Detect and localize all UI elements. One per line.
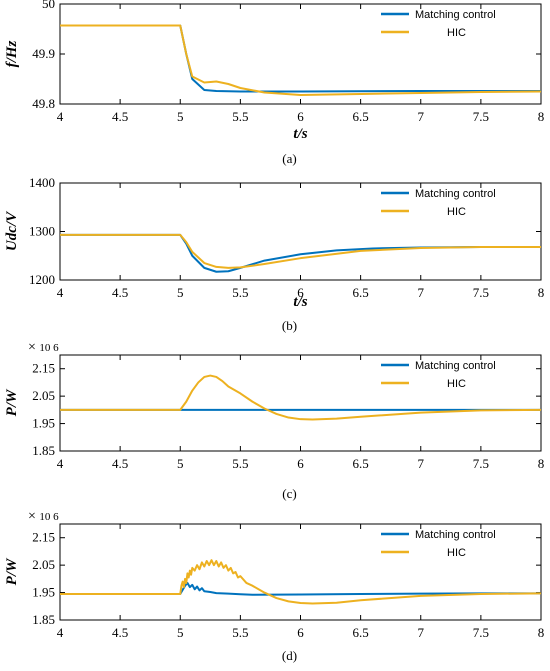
chart-panel-4: 4 4.5 5 5.5 6 6.5 7 7.5 8 1.85 1.95 2.05 2.15 P/W × 10…	[4, 509, 544, 663]
panel-caption: (c)	[282, 486, 296, 501]
x-tick-label: 4.5	[112, 109, 128, 124]
x-tick-label: 5.5	[232, 456, 248, 471]
x-tick-label: 5	[177, 456, 184, 471]
y-axis-label: f/Hz	[4, 41, 20, 68]
x-tick-label: 6	[297, 109, 304, 124]
plot-frame	[59, 182, 542, 281]
x-tick-label: 6.5	[353, 456, 369, 471]
x-tick-label: 6.5	[353, 625, 369, 640]
y-tick-label: 50	[42, 0, 55, 11]
x-tick-label: 7	[418, 625, 425, 640]
axis-multiplier: × 10 6	[28, 509, 59, 524]
y-tick-label: 1400	[29, 175, 55, 190]
y-tick-label: 1200	[29, 272, 55, 287]
y-tick-label: 2.05	[32, 557, 55, 572]
x-tick-label: 6	[297, 625, 304, 640]
series-line-hic	[60, 559, 541, 605]
series-line-hic	[60, 24, 541, 96]
y-tick-label: 1.85	[32, 443, 55, 458]
y-axis-label: Udc/V	[4, 210, 20, 251]
y-tick-label: 1.85	[32, 612, 55, 627]
x-tick-label: 8	[538, 625, 545, 640]
y-tick-label: 1300	[29, 224, 55, 239]
legend-label: HIC	[447, 378, 466, 390]
x-tick-label: 7	[418, 456, 425, 471]
x-tick-label: 6	[297, 285, 304, 300]
x-tick-label: 7	[418, 285, 425, 300]
series-line-matching-control	[60, 581, 541, 596]
x-tick-label: 8	[538, 456, 545, 471]
x-tick-label: 5	[177, 109, 184, 124]
chart-panel-1: 4 4.5 5 5.5 6 6.5 7 7.5 8 49.8 49.9 50 f/Hz t/s Matchi…	[4, 0, 544, 166]
chart-panel-3: 4 4.5 5 5.5 6 6.5 7 7.5 8 1.85 1.95 2.05 2.15 P/W × 10…	[4, 340, 544, 501]
axis-multiplier: × 10 6	[28, 340, 59, 355]
series-line-hic	[60, 233, 541, 269]
x-tick-label: 5	[177, 625, 184, 640]
x-tick-label: 5.5	[232, 285, 248, 300]
legend-label: HIC	[447, 206, 466, 218]
x-tick-label: 5.5	[232, 625, 248, 640]
x-tick-label: 8	[538, 109, 545, 124]
x-tick-label: 4.5	[112, 456, 128, 471]
y-tick-label: 49.8	[32, 96, 55, 111]
x-tick-label: 4	[57, 625, 64, 640]
plot-frame	[59, 3, 542, 105]
panel-caption: (d)	[282, 648, 297, 663]
y-tick-label: 2.15	[32, 530, 55, 545]
y-axis-label: P/W	[4, 388, 20, 416]
panel-caption: (b)	[282, 318, 297, 333]
legend-label: Matching control	[415, 188, 496, 200]
plot-frame	[59, 354, 542, 452]
x-tick-label: 4	[57, 109, 64, 124]
x-tick-label: 8	[538, 285, 545, 300]
legend-label: HIC	[447, 547, 466, 559]
x-tick-label: 4.5	[112, 625, 128, 640]
panel-caption: (a)	[282, 151, 296, 166]
x-tick-label: 6.5	[353, 109, 369, 124]
x-axis-label: t/s	[293, 294, 307, 310]
x-tick-label: 4	[57, 285, 64, 300]
y-tick-label: 2.15	[32, 361, 55, 376]
y-tick-label: 2.05	[32, 388, 55, 403]
x-axis-label: t/s	[293, 126, 307, 142]
x-tick-label: 5.5	[232, 109, 248, 124]
legend-label: Matching control	[415, 360, 496, 372]
x-tick-label: 6.5	[353, 285, 369, 300]
legend-label: HIC	[447, 27, 466, 39]
x-tick-label: 7.5	[473, 625, 489, 640]
x-tick-label: 5	[177, 285, 184, 300]
x-tick-label: 7.5	[473, 285, 489, 300]
y-tick-label: 1.95	[32, 416, 55, 431]
x-tick-label: 4.5	[112, 285, 128, 300]
x-tick-label: 4	[57, 456, 64, 471]
chart-panel-2: 4 4.5 5 5.5 6 6.5 7 7.5 8 1200 1300 1400 Udc/V t/s Mat…	[4, 175, 544, 333]
y-tick-label: 49.9	[32, 46, 55, 61]
x-tick-label: 6	[297, 456, 304, 471]
x-tick-label: 7.5	[473, 109, 489, 124]
y-axis-label: P/W	[4, 557, 20, 585]
legend-label: Matching control	[415, 529, 496, 541]
series-line-hic	[60, 374, 541, 421]
x-tick-label: 7.5	[473, 456, 489, 471]
legend-label: Matching control	[415, 9, 496, 21]
y-tick-label: 1.95	[32, 585, 55, 600]
x-tick-label: 7	[418, 109, 425, 124]
